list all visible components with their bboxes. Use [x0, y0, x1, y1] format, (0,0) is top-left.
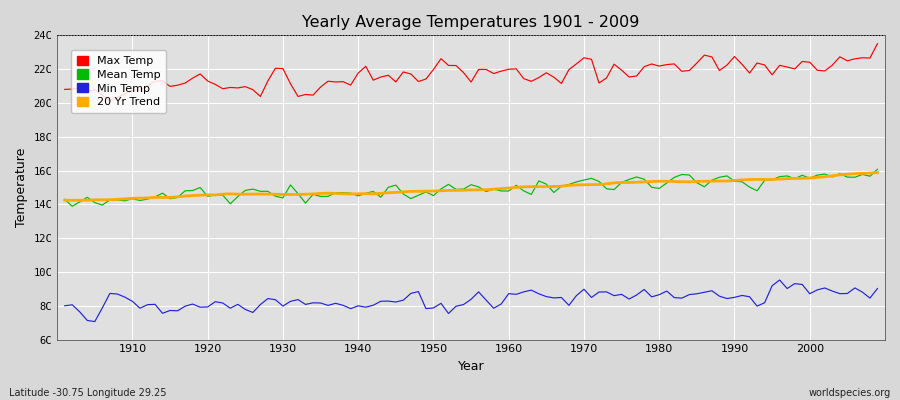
Text: Latitude -30.75 Longitude 29.25: Latitude -30.75 Longitude 29.25 [9, 388, 166, 398]
Title: Yearly Average Temperatures 1901 - 2009: Yearly Average Temperatures 1901 - 2009 [302, 15, 640, 30]
X-axis label: Year: Year [458, 360, 484, 373]
Legend: Max Temp, Mean Temp, Min Temp, 20 Yr Trend: Max Temp, Mean Temp, Min Temp, 20 Yr Tre… [71, 50, 166, 113]
Text: worldspecies.org: worldspecies.org [809, 388, 891, 398]
Y-axis label: Temperature: Temperature [15, 148, 28, 227]
